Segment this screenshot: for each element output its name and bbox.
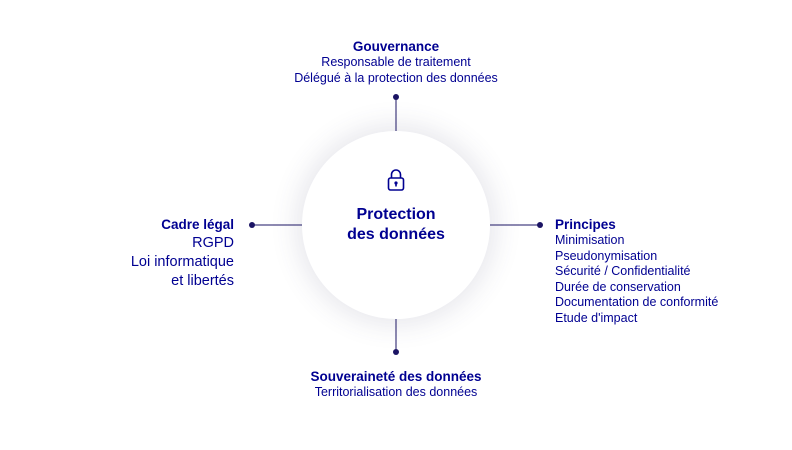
- center-title-line-1: Protection: [356, 206, 436, 223]
- sovereignty-block: Souveraineté des données Territorialisat…: [246, 368, 546, 401]
- governance-block: Gouvernance Responsable de traitement Dé…: [246, 38, 546, 86]
- principles-item: Etude d'impact: [555, 310, 638, 325]
- principles-item: Sécurité / Confidentialité: [555, 264, 691, 279]
- governance-heading: Gouvernance: [352, 39, 440, 54]
- connector-left-dot: [249, 222, 255, 228]
- sovereignty-heading: Souveraineté des données: [310, 369, 482, 384]
- connector-top-dot: [393, 94, 399, 100]
- center-title-line-2: des données: [347, 226, 445, 243]
- connector-bottom-dot: [393, 349, 399, 355]
- center-title: Protection des données: [302, 205, 490, 245]
- governance-item: Responsable de traitement: [321, 55, 471, 69]
- sovereignty-item: Territorialisation des données: [314, 385, 478, 399]
- legal-framework-block: Cadre légal RGPD Loi informatique et lib…: [60, 216, 234, 291]
- governance-item: Délégué à la protection des données: [294, 70, 498, 85]
- principles-block: Principes Minimisation Pseudonymisation …: [555, 216, 785, 327]
- principles-item: Pseudonymisation: [555, 248, 658, 263]
- principles-item: Minimisation: [555, 233, 625, 247]
- principles-item: Documentation de conformité: [555, 295, 719, 310]
- lock-icon: [387, 169, 405, 191]
- principles-item: Durée de conservation: [555, 279, 681, 294]
- legal-framework-item: et libertés: [171, 273, 234, 289]
- legal-framework-item: Loi informatique: [130, 254, 234, 270]
- connector-right-dot: [537, 222, 543, 228]
- legal-framework-heading: Cadre légal: [161, 217, 234, 232]
- center-circle: [302, 131, 490, 319]
- legal-framework-item: RGPD: [192, 235, 234, 251]
- principles-heading: Principes: [555, 217, 616, 232]
